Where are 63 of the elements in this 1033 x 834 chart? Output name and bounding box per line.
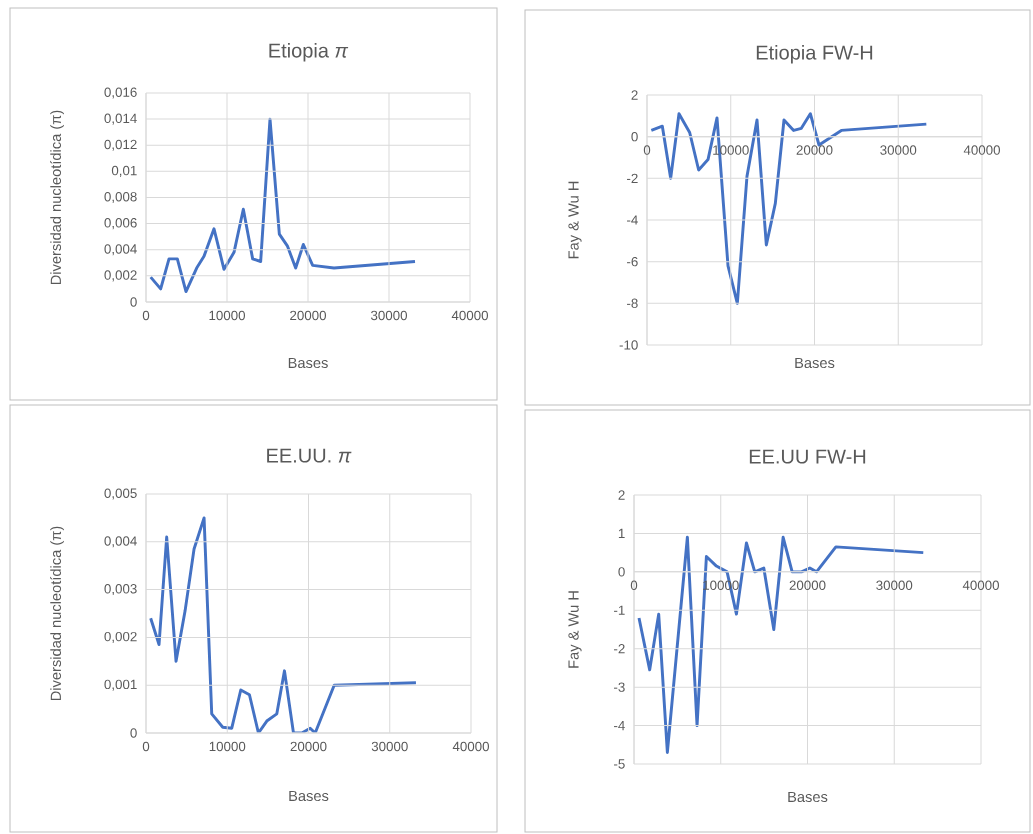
- x-tick-label: 0: [142, 310, 150, 321]
- y-tick-label: -10: [619, 340, 638, 350]
- y-tick-label: 2: [618, 490, 625, 500]
- y-tick-label: 0,006: [104, 218, 137, 230]
- y-tick-label: -4: [627, 215, 638, 225]
- y-tick-label: -8: [627, 298, 638, 309]
- x-axis-title: Bases: [289, 790, 329, 802]
- x-tick-label: 20000: [789, 580, 826, 590]
- x-axis-title: Bases: [795, 357, 835, 369]
- y-tick-label: 0,002: [104, 631, 137, 643]
- y-tick-label: 0,003: [104, 584, 137, 596]
- x-tick-label: 10000: [209, 310, 246, 321]
- y-tick-label: 0,005: [104, 488, 137, 500]
- y-tick-label: 0: [130, 728, 137, 738]
- chart-title: EE.UU. π: [267, 448, 352, 463]
- x-tick-label: 30000: [880, 145, 917, 155]
- chart-title: EE.UU FW-H: [749, 449, 866, 464]
- y-tick-label: 0: [631, 131, 638, 142]
- x-tick-label: 40000: [962, 580, 1000, 590]
- y-tick-label: 0: [130, 297, 137, 307]
- y-axis-title: Fay & Wu H: [568, 181, 582, 259]
- y-tick-label: -1: [614, 605, 625, 615]
- y-axis-title: Diversidad nucleotídica (π): [50, 526, 64, 701]
- line-series: [149, 516, 418, 733]
- y-tick-label: 0,008: [104, 191, 137, 203]
- chart-title: Etiopia FW-H: [756, 44, 873, 64]
- y-tick-label: -6: [627, 256, 638, 267]
- x-axis-title: Bases: [788, 791, 828, 803]
- y-tick-label: -2: [627, 173, 638, 183]
- y-tick-label: 0,002: [104, 270, 137, 282]
- x-tick-label: 40000: [452, 741, 490, 752]
- y-tick-label: 0,016: [104, 87, 137, 99]
- x-tick-label: 30000: [371, 741, 408, 752]
- line-series: [649, 112, 928, 305]
- x-tick-label: 30000: [876, 580, 913, 590]
- y-axis-title: Diversidad nucleotídica (π): [50, 110, 64, 285]
- y-tick-label: 0,01: [111, 165, 137, 177]
- x-tick-label: 20000: [796, 145, 833, 155]
- line-series: [149, 117, 417, 293]
- y-tick-label: 0,012: [104, 139, 137, 151]
- y-tick-label: 0,001: [104, 679, 137, 691]
- y-axis-title: Fay & Wu H: [568, 591, 582, 668]
- x-tick-label: 20000: [290, 741, 327, 752]
- x-tick-label: 40000: [451, 310, 489, 321]
- y-tick-label: -4: [614, 720, 625, 731]
- x-axis-title: Bases: [288, 357, 328, 369]
- line-series: [637, 535, 925, 754]
- x-tick-label: 20000: [290, 310, 327, 321]
- x-tick-label: 10000: [209, 741, 246, 752]
- x-tick-label: 40000: [963, 145, 1001, 155]
- x-tick-label: 0: [643, 145, 651, 155]
- y-tick-label: 0,004: [104, 536, 137, 548]
- y-tick-label: -5: [614, 759, 625, 769]
- x-tick-label: 0: [142, 741, 150, 752]
- chart-title: Etiopia π: [269, 42, 349, 62]
- y-tick-label: 2: [631, 90, 638, 100]
- y-tick-label: -2: [614, 644, 625, 654]
- y-tick-label: 0: [618, 567, 625, 577]
- y-tick-label: -3: [614, 682, 625, 692]
- y-tick-label: 0,014: [104, 113, 137, 125]
- x-tick-label: 30000: [370, 310, 408, 321]
- y-tick-label: 1: [618, 528, 625, 539]
- y-tick-label: 0,004: [104, 244, 137, 256]
